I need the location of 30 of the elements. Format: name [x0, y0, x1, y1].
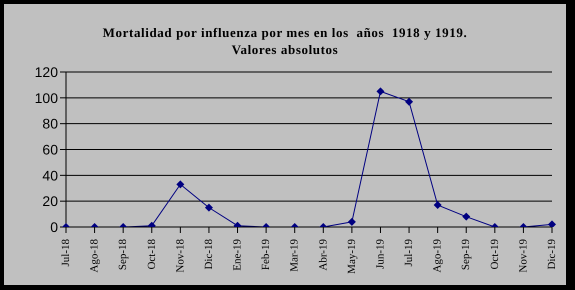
- x-tick-label: Jul-19: [403, 238, 416, 266]
- y-tick-label: 120: [34, 64, 58, 80]
- y-tick-label: 60: [42, 141, 58, 158]
- x-tick-label: Nov-18: [174, 238, 186, 273]
- point: [548, 220, 556, 227]
- x-tick-label: Oct-18: [146, 238, 158, 270]
- x-tick-label: Feb-19: [260, 238, 272, 270]
- x-tick-label: Oct-19: [488, 238, 501, 270]
- point: [176, 180, 184, 188]
- x-tick-label: Ene-19: [232, 238, 244, 271]
- x-tick-label: Ago-18: [88, 238, 101, 273]
- x-tick-label: May-19: [346, 238, 358, 274]
- x-tick-label: Nov-19: [517, 238, 530, 273]
- x-tick-label: Jul-18: [60, 238, 72, 266]
- x-tick-label: Abr-19: [317, 238, 330, 271]
- x-tick-label: Ago-19: [432, 238, 444, 273]
- y-tick-label: 80: [42, 116, 58, 132]
- x-tick-label: Dic-19: [546, 238, 558, 270]
- x-tick-label: Jun-19: [374, 238, 386, 269]
- x-tick-label: Sep-19: [460, 238, 472, 270]
- chart-title: Mortalidad por influenza por mes en los años 1918 y 1919. Valores absolutos: [102, 24, 468, 58]
- y-tick-label: 100: [34, 90, 58, 106]
- x-tick-label: Sep-18: [117, 238, 130, 270]
- point: [405, 98, 414, 106]
- point: [376, 87, 384, 96]
- y-tick-label: 20: [42, 193, 58, 210]
- x-tick-label: Dic-18: [202, 238, 215, 270]
- y-tick-label: 40: [42, 167, 58, 184]
- y-tick-label: 0: [50, 218, 58, 235]
- x-tick-label: Mar-19: [288, 238, 301, 272]
